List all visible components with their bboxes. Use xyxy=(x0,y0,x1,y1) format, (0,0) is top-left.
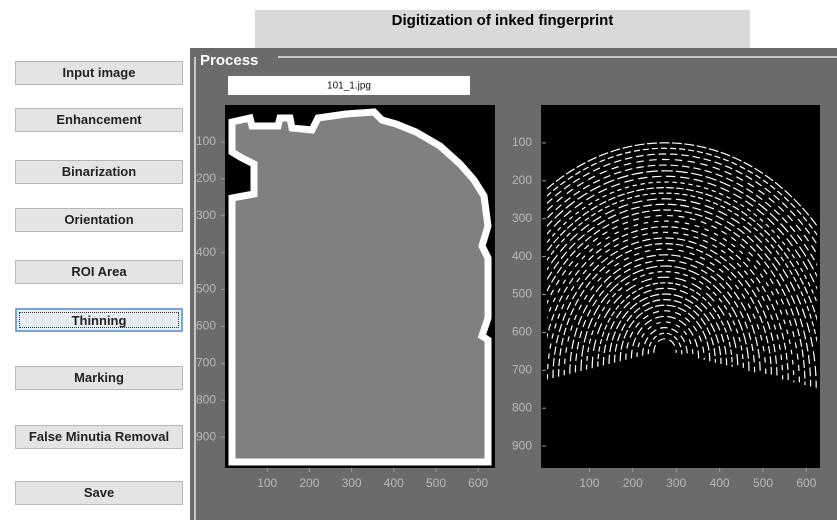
ridge xyxy=(581,266,749,371)
y-tick-label: 100 xyxy=(196,134,216,148)
ridge xyxy=(598,283,732,367)
y-tick-label: 600 xyxy=(196,319,216,333)
x-tick-label: 100 xyxy=(579,476,599,490)
y-tick-label: 900 xyxy=(196,429,216,443)
ridge xyxy=(542,227,788,381)
ridge xyxy=(458,143,837,402)
x-tick-label: 300 xyxy=(666,476,686,490)
file-name: 101_1.jpg xyxy=(327,81,371,92)
y-tick-label: 200 xyxy=(512,173,532,187)
panel-title: Process xyxy=(200,52,258,69)
x-tick-label: 400 xyxy=(710,476,730,490)
y-tick-label: 400 xyxy=(512,249,532,263)
ridge xyxy=(615,300,716,363)
ridge xyxy=(587,272,744,370)
y-tick-label: 300 xyxy=(512,211,532,225)
ridge xyxy=(564,249,766,375)
x-tick-label: 500 xyxy=(753,476,773,490)
ridge xyxy=(559,244,772,377)
ridge xyxy=(553,238,777,378)
thinned-image xyxy=(541,105,820,468)
y-tick-label: 400 xyxy=(196,245,216,259)
y-tick-label: 900 xyxy=(512,438,532,452)
ridge xyxy=(525,210,805,385)
button[interactable]: Enhancement xyxy=(15,108,183,132)
roi-image xyxy=(225,105,495,468)
ridge xyxy=(531,216,800,384)
ridge xyxy=(648,333,682,354)
ridge xyxy=(463,148,837,400)
x-tick-label: 300 xyxy=(342,476,362,490)
x-tick-label: 200 xyxy=(299,476,319,490)
ridge-pattern xyxy=(458,143,837,402)
ridge xyxy=(609,294,721,364)
panel-background xyxy=(190,48,837,520)
button[interactable]: Binarization xyxy=(15,160,183,184)
ridge xyxy=(514,199,816,388)
x-tick-label: 100 xyxy=(257,476,277,490)
ridge xyxy=(491,176,837,393)
ridge xyxy=(536,221,794,382)
button[interactable]: Input image xyxy=(15,61,183,85)
ridge xyxy=(575,260,754,372)
app-window: Digitization of inked fingerprint Input … xyxy=(0,0,837,520)
x-tick-label: 400 xyxy=(384,476,404,490)
ridge xyxy=(592,277,738,368)
button[interactable]: Marking xyxy=(15,366,183,390)
y-tick-label: 500 xyxy=(196,282,216,296)
ridge xyxy=(508,193,822,389)
ridge xyxy=(570,255,760,374)
y-tick-label: 500 xyxy=(512,287,532,301)
button[interactable]: Thinning xyxy=(15,308,183,332)
x-tick-label: 600 xyxy=(796,476,816,490)
window-title: Digitization of inked fingerprint xyxy=(255,10,750,48)
y-tick-label: 800 xyxy=(196,392,216,406)
ridge xyxy=(620,305,710,361)
ridge xyxy=(547,232,782,379)
ridge xyxy=(475,159,837,397)
ridge xyxy=(637,322,693,357)
file-name-box xyxy=(228,76,470,95)
y-tick-label: 700 xyxy=(512,362,532,376)
x-tick-label: 600 xyxy=(468,476,488,490)
ridge xyxy=(654,339,676,353)
y-tick-label: 600 xyxy=(512,325,532,339)
y-tick-label: 200 xyxy=(196,171,216,185)
y-tick-label: 300 xyxy=(196,208,216,222)
ridge xyxy=(631,316,698,358)
ridge xyxy=(643,328,688,356)
ridge xyxy=(626,311,704,360)
button[interactable]: False Minutia Removal xyxy=(15,425,183,449)
ridge xyxy=(503,188,828,391)
x-tick-label: 500 xyxy=(426,476,446,490)
ridge xyxy=(486,171,837,395)
y-tick-label: 700 xyxy=(196,355,216,369)
roi-mask xyxy=(232,112,488,462)
y-tick-label: 800 xyxy=(512,400,532,414)
x-tick-label: 200 xyxy=(623,476,643,490)
ridge xyxy=(480,165,837,396)
button[interactable]: Orientation xyxy=(15,208,183,232)
ridge xyxy=(497,182,833,392)
y-tick-label: 100 xyxy=(512,135,532,149)
button[interactable]: ROI Area xyxy=(15,260,183,284)
ridge xyxy=(469,154,837,399)
ridge xyxy=(519,204,810,386)
button[interactable]: Save xyxy=(15,481,183,505)
ridge xyxy=(603,288,726,365)
